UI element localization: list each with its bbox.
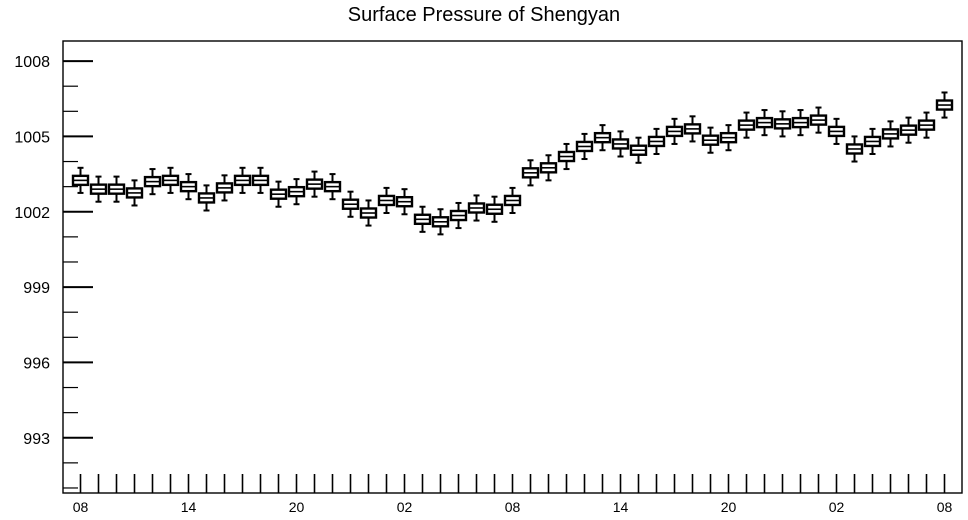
y-tick-label: 1002	[14, 205, 50, 222]
y-tick-label: 1008	[14, 54, 50, 71]
x-tick-label: 14	[181, 499, 197, 515]
x-tick-label: 14	[613, 499, 629, 515]
chart-title: Surface Pressure of Shengyan	[347, 4, 621, 26]
y-tick-label: 996	[23, 355, 50, 372]
x-tick-label: 08	[937, 499, 953, 515]
y-tick-label: 999	[23, 280, 50, 297]
x-tick-label: 02	[829, 499, 845, 515]
x-tick-label: 02	[397, 499, 413, 515]
x-tick-label: 20	[289, 499, 305, 515]
y-tick-label: 993	[23, 431, 50, 448]
y-tick-label: 1005	[14, 129, 50, 146]
x-tick-label: 08	[73, 499, 89, 515]
plot-frame	[62, 40, 963, 494]
x-tick-label: 08	[505, 499, 521, 515]
x-tick-label: 20	[721, 499, 737, 515]
